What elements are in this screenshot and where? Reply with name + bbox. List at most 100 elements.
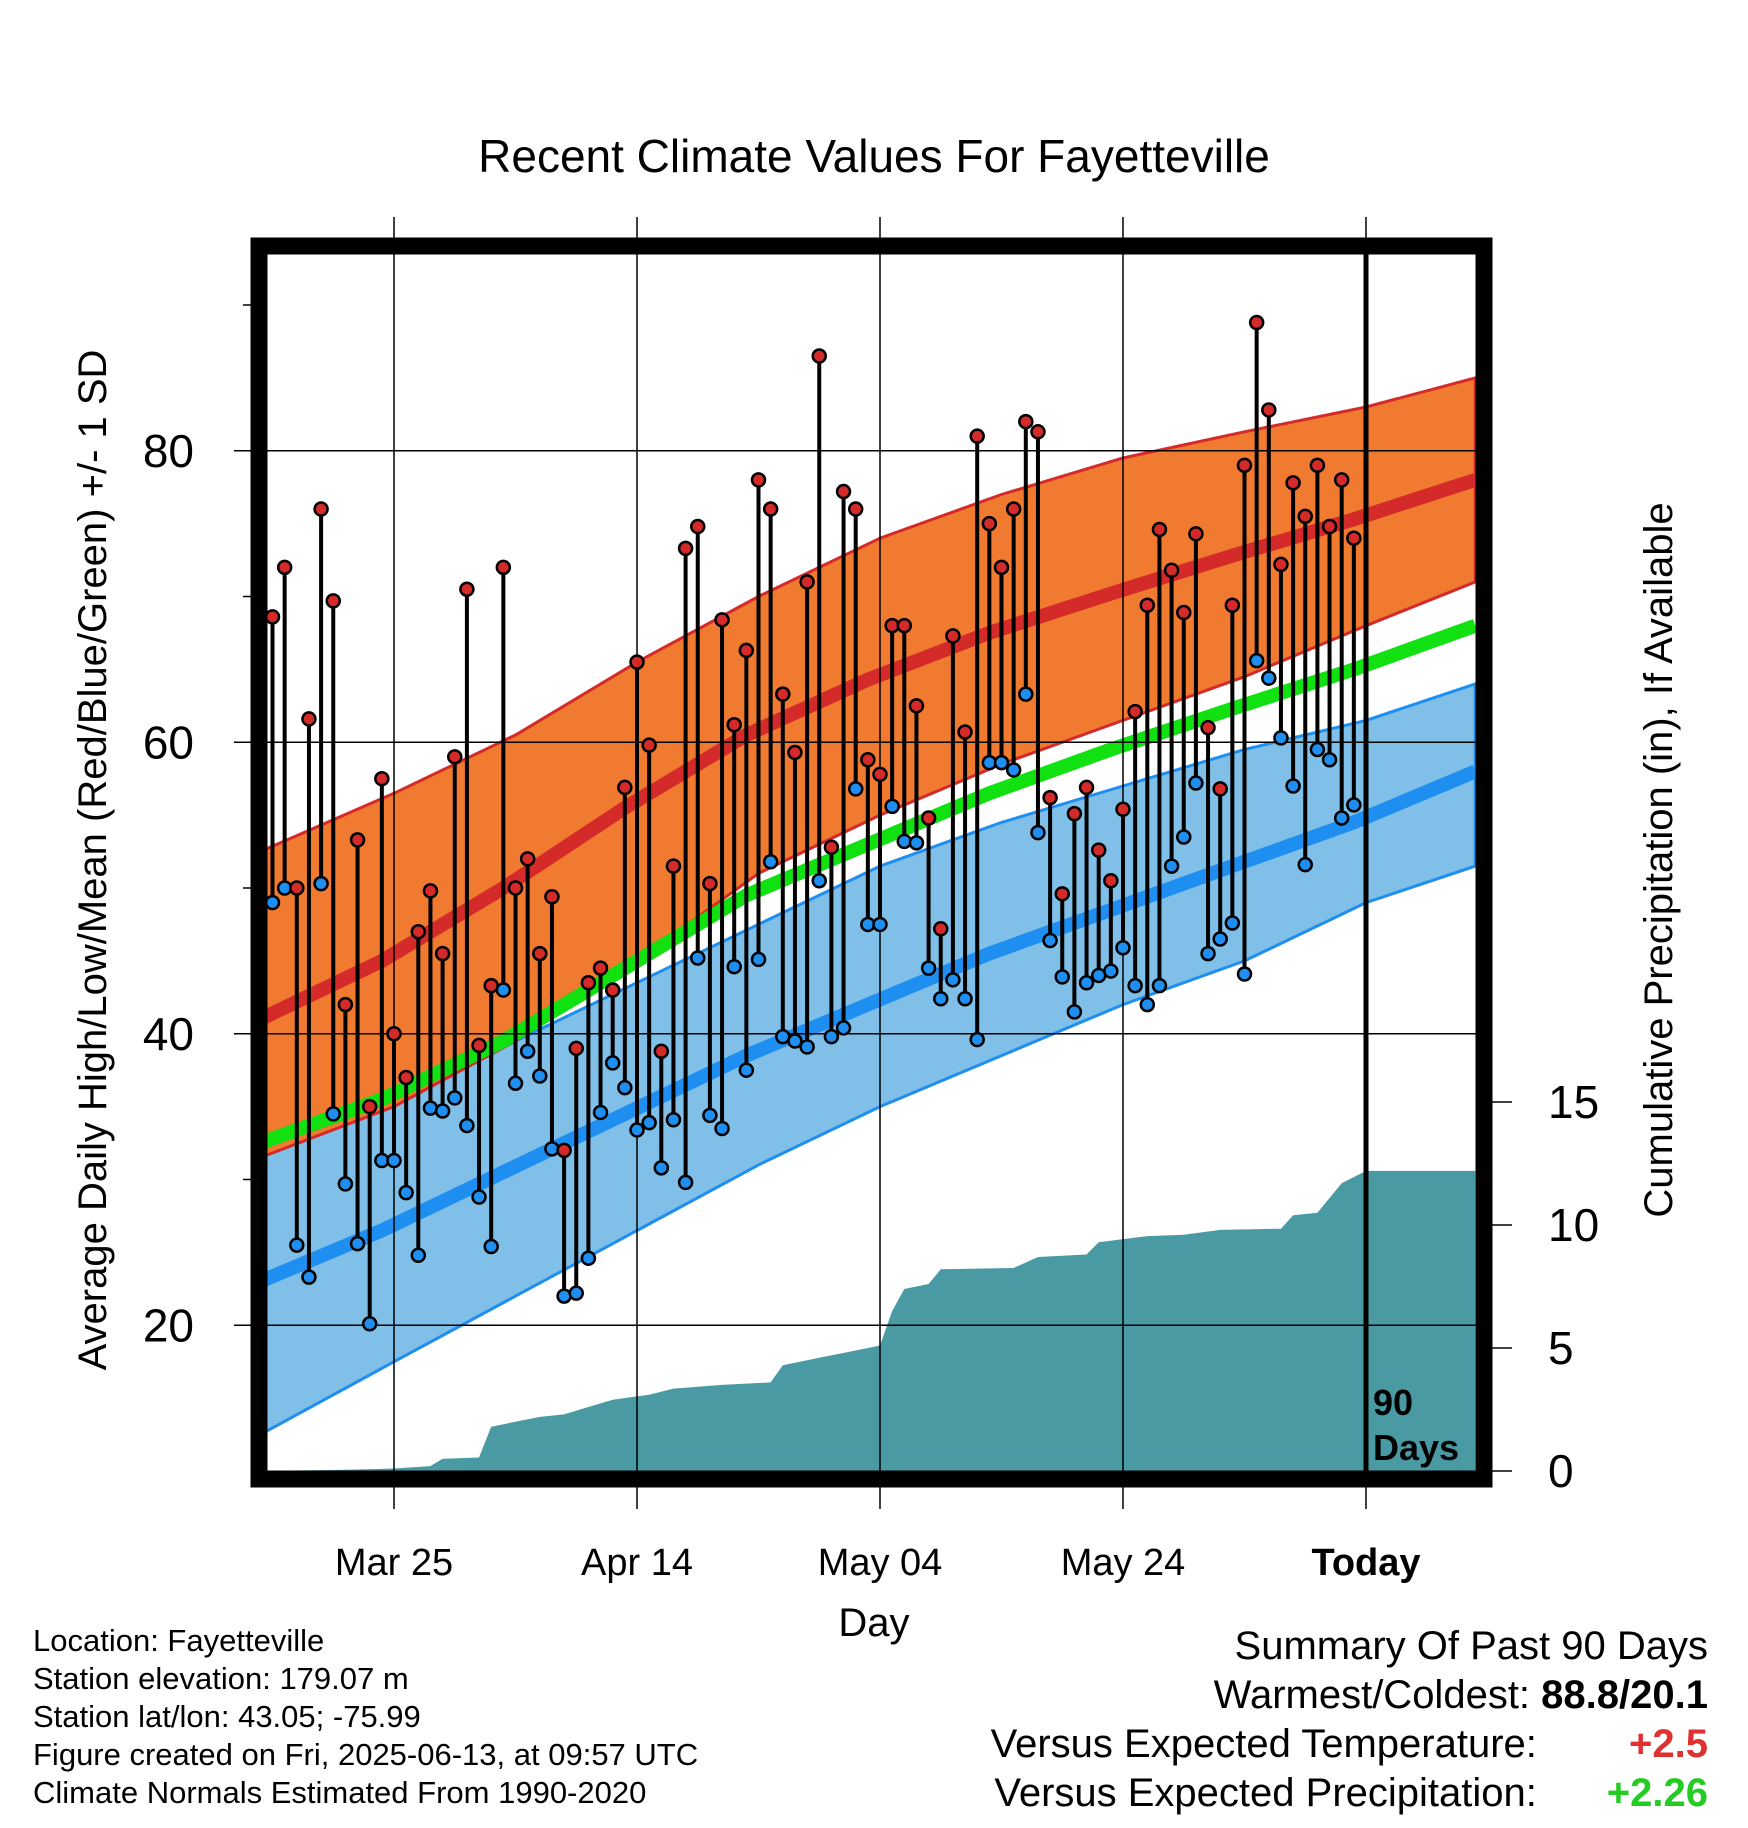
daily-low-point [920,960,937,976]
daily-low-point [933,991,949,1007]
daily-low-point [1273,730,1289,746]
daily-high-point [1188,526,1204,542]
y2-axis-label: Cumulative Precipitation (in), If Availa… [1637,502,1681,1217]
x-tick-label: Today [1311,1542,1420,1584]
daily-high-point [1030,424,1046,440]
daily-low-point [653,1160,670,1176]
daily-high-point [617,779,633,796]
daily-low-point [1297,856,1313,873]
daily-high-point [289,880,305,896]
y2-tick-label: 0 [1548,1445,1574,1497]
warmest-row: Warmest/Coldest: 88.8/20.1 [991,1671,1708,1720]
daily-high-point [532,945,548,962]
plot-frame [250,237,1493,1488]
daily-high-point [762,501,779,517]
daily-high-point [653,1043,670,1059]
y-tick-label: 60 [143,716,194,768]
daily-low-point [1005,762,1022,778]
daily-low-point [1346,797,1362,813]
daily-high-point [1151,521,1168,538]
daily-low-point [532,1068,548,1084]
daily-high-point [872,766,888,783]
daily-high-point [544,888,560,905]
daily-low-point [410,1247,427,1264]
daily-low-point [313,875,329,892]
daily-low-point [823,1028,840,1045]
daily-low-point [1224,915,1241,931]
daily-high-point [641,737,657,753]
daily-low-point [665,1111,682,1128]
daily-low-point [1188,775,1204,791]
daily-low-point [349,1235,366,1252]
daily-high-point [568,1040,584,1057]
y2-tick-label: 5 [1548,1322,1574,1374]
precip-label: Versus Expected Precipitation: [994,1771,1537,1815]
daily-high-point [592,960,609,976]
warmest-label: Warmest/Coldest: [1213,1673,1531,1717]
today-marker-number: 90 [1373,1382,1413,1423]
daily-low-point [604,1055,621,1071]
daily-high-point [276,559,293,576]
daily-low-point [629,1122,645,1138]
x-tick-label: Apr 14 [581,1542,693,1584]
daily-low-point [617,1079,633,1096]
daily-low-point [422,1100,439,1116]
daily-high-point [1090,842,1107,858]
precip-area [267,1170,1476,1471]
daily-low-point [908,835,925,851]
daily-high-point [410,923,427,940]
daily-high-point [434,945,451,962]
daily-low-point [434,1103,451,1119]
daily-high-point [1212,781,1228,797]
daily-high-point [471,1037,487,1054]
daily-low-point [1030,824,1046,841]
daily-high-point [896,617,913,634]
daily-low-point [957,991,973,1007]
x-tick-label: Mar 25 [335,1542,453,1584]
daily-high-point [325,593,341,609]
summary-panel: Summary Of Past 90 Days Warmest/Coldest:… [991,1622,1708,1818]
daily-low-point [568,1285,584,1301]
daily-low-point [1321,751,1338,768]
daily-high-point [580,974,597,991]
daily-low-point [1163,858,1180,874]
daily-low-point [787,1033,803,1049]
y-axis-label: Average Daily High/Low/Mean (Red/Blue/Gr… [71,350,115,1371]
daily-low-point [1309,741,1326,758]
y2-tick-label: 10 [1548,1199,1599,1251]
daily-low-point [1042,932,1058,949]
daily-high-point [495,559,512,576]
daily-low-point [556,1288,572,1304]
daily-high-point [1127,703,1143,720]
daily-low-point [1139,996,1156,1013]
daily-high-point [349,832,366,848]
daily-low-point [799,1039,815,1055]
daily-high-point [1321,518,1338,535]
daily-high-point [750,472,767,488]
daily-high-point [313,501,329,517]
daily-high-point [1103,872,1119,889]
daily-low-point [1018,686,1034,702]
daily-low-point [1261,670,1277,686]
daily-high-point [459,581,475,597]
daily-high-point [665,858,682,874]
daily-high-point [386,1026,402,1042]
elevation-text: Station elevation: 179.07 m [33,1661,409,1696]
daily-high-point [1224,597,1241,613]
daily-high-point [1078,779,1095,796]
daily-high-point [1273,556,1289,573]
daily-low-point [835,1020,852,1036]
daily-low-point [762,854,779,870]
daily-low-point [1054,969,1070,985]
normals-text: Climate Normals Estimated From 1990-2020 [33,1775,647,1810]
daily-low-point [483,1238,499,1255]
daily-low-point [361,1316,378,1332]
daily-high-point [1285,475,1301,491]
daily-low-point [1333,810,1350,826]
daily-low-point [495,982,512,998]
daily-high-point [933,921,949,937]
daily-low-point [1285,778,1301,794]
daily-high-point [374,770,390,787]
